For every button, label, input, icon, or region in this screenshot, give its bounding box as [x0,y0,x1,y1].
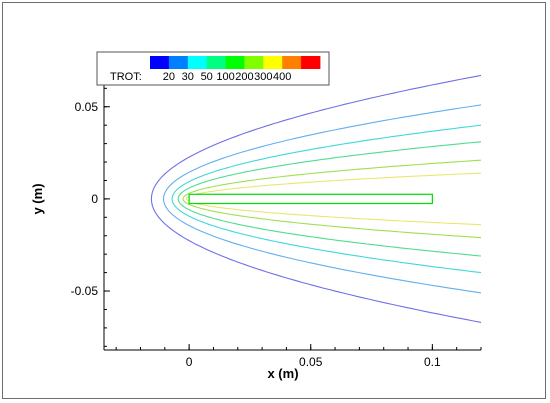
legend: TROT: 20 30 50 100 200 300 400 [96,51,330,86]
y-tick-label: 0 [91,192,98,206]
legend-swatch [301,56,321,69]
x-tick-label: 0.05 [299,355,323,369]
contour-line-300 [186,172,482,226]
y-tick-label: -0.05 [71,284,99,298]
contour-line-20 [150,74,482,323]
x-tick-label: 0 [186,355,193,369]
legend-swatch [244,56,264,69]
legend-level-label: 400 [273,71,291,83]
legend-swatch [263,56,283,69]
x-tick-label: 0.1 [424,355,441,369]
body-layer [188,193,433,205]
x-axis-label: x (m) [267,366,298,381]
legend-level-label: 100 [216,71,234,83]
legend-variable-label: TROT: [110,71,142,83]
legend-level-label: 30 [182,71,194,83]
legend-swatch [282,56,302,69]
legend-level-label: 20 [163,71,175,83]
legend-swatch [187,56,208,69]
legend-swatch [168,56,189,69]
legend-level-label: 200 [235,71,253,83]
legend-swatch [225,56,245,69]
legend-swatch [150,56,170,69]
axis-layer: 0 0.05 0.1 0.05 0 -0.05 [71,57,482,369]
contour-layer [150,74,482,323]
plate-body [188,193,433,205]
contour-line-200 [182,159,482,239]
y-tick-label: 0.05 [75,100,99,114]
y-axis-label: y (m) [30,183,45,214]
contour-line-50 [171,124,482,274]
contour-line-30 [163,104,482,294]
legend-swatch [206,56,226,69]
contour-line-100 [177,141,482,257]
legend-level-label: 50 [201,71,213,83]
legend-level-label: 300 [254,71,272,83]
